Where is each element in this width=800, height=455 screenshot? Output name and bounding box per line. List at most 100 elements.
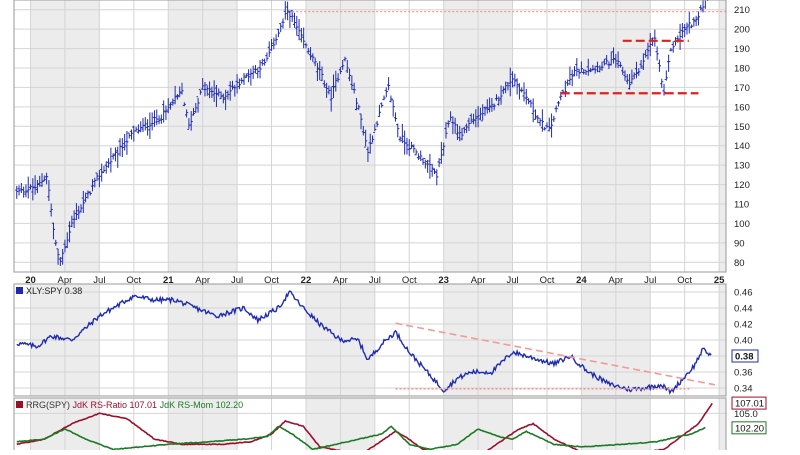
price-bar	[189, 111, 193, 131]
month-tick-label: Jul	[93, 275, 105, 286]
rrg-value-tag	[731, 421, 767, 435]
price-bar	[88, 191, 92, 196]
price-bar	[685, 22, 689, 35]
price-bar	[442, 142, 446, 156]
price-bar	[173, 85, 177, 105]
price-bar	[423, 158, 427, 169]
price-bar	[602, 58, 606, 66]
price-bar	[136, 124, 141, 134]
price-bar	[538, 117, 542, 126]
ratio-tick-label: 0.36	[734, 368, 753, 379]
price-bar	[701, 0, 705, 13]
price-bar	[508, 67, 512, 97]
price-bar	[224, 89, 228, 111]
price-bar	[230, 80, 235, 90]
price-bar	[338, 67, 342, 75]
price-bar	[297, 19, 301, 41]
price-bar	[185, 109, 189, 118]
rrg-legend-part: JdK RS-Ratio 107.01	[73, 400, 158, 410]
month-tick-label: Oct	[264, 275, 279, 286]
month-tick-label: Apr	[58, 275, 73, 286]
price-bar	[386, 77, 391, 91]
price-bar	[671, 41, 675, 53]
price-bar	[639, 59, 643, 69]
price-bar	[292, 12, 297, 28]
price-bar	[419, 150, 423, 162]
price-bar	[97, 169, 101, 188]
price-bar	[33, 175, 37, 195]
price-bar	[393, 112, 398, 122]
price-bar	[15, 185, 19, 199]
price-bar	[152, 110, 157, 127]
price-bar	[669, 47, 673, 52]
price-bar	[609, 51, 613, 66]
price-bar	[56, 248, 60, 265]
year-tick-label: 22	[301, 275, 312, 286]
price-bar	[375, 120, 379, 128]
price-bar	[364, 129, 368, 148]
price-bar	[361, 125, 365, 136]
price-bar	[295, 15, 299, 36]
price-bar	[116, 146, 120, 168]
price-bar	[322, 80, 326, 88]
price-bar	[577, 68, 581, 79]
price-bar	[51, 222, 56, 240]
price-bar	[595, 61, 600, 73]
price-bar	[444, 122, 448, 139]
price-bar	[614, 53, 618, 68]
price-bar	[308, 47, 313, 61]
price-bar	[212, 80, 216, 103]
ratio-legend: XLY:SPY 0.38	[16, 286, 82, 296]
price-bar	[274, 34, 278, 45]
price-bar	[288, 10, 292, 28]
price-bar	[545, 122, 549, 129]
price-bar	[217, 88, 221, 97]
price-bar	[522, 82, 526, 102]
price-bar	[598, 65, 602, 73]
price-bar	[171, 98, 175, 106]
price-bar	[694, 15, 698, 26]
price-tick-label: 130	[734, 161, 750, 172]
price-bar	[430, 163, 434, 177]
panel-frame	[13, 0, 727, 273]
price-bar	[320, 66, 324, 82]
price-bar	[164, 105, 168, 121]
price-bar	[347, 68, 352, 82]
price-bar	[405, 137, 409, 155]
price-bar	[263, 58, 267, 66]
price-bar	[547, 117, 551, 132]
price-bar	[267, 41, 271, 58]
price-bar	[366, 146, 370, 163]
price-bar	[191, 107, 196, 116]
price-bar	[517, 83, 522, 100]
price-bar	[354, 97, 359, 111]
price-bar	[531, 98, 535, 123]
price-bar	[593, 65, 597, 74]
price-bar	[269, 39, 274, 51]
price-bar	[318, 61, 322, 81]
price-tick-label: 210	[734, 5, 750, 16]
price-bar	[17, 185, 21, 196]
price-bar	[22, 186, 26, 198]
price-bar	[299, 28, 303, 43]
price-bar	[168, 102, 173, 110]
price-bar	[543, 127, 547, 131]
price-bar	[84, 192, 88, 203]
price-bar	[70, 215, 74, 228]
price-bar	[572, 66, 577, 77]
price-bar	[515, 78, 519, 95]
price-bar	[345, 59, 349, 74]
price-bar	[77, 205, 81, 220]
price-bar	[437, 158, 441, 168]
price-bar	[180, 82, 184, 95]
price-bar	[237, 78, 241, 90]
ratio-legend-swatch	[16, 287, 23, 294]
ratio-legend-label: XLY:SPY 0.38	[26, 286, 82, 296]
price-bar	[285, 1, 290, 21]
price-bar	[178, 86, 182, 98]
price-bar	[458, 125, 462, 142]
ratio-tick-label: 0.44	[734, 304, 753, 315]
price-bar	[350, 75, 354, 90]
price-bar	[426, 159, 430, 173]
price-bar	[667, 54, 671, 72]
